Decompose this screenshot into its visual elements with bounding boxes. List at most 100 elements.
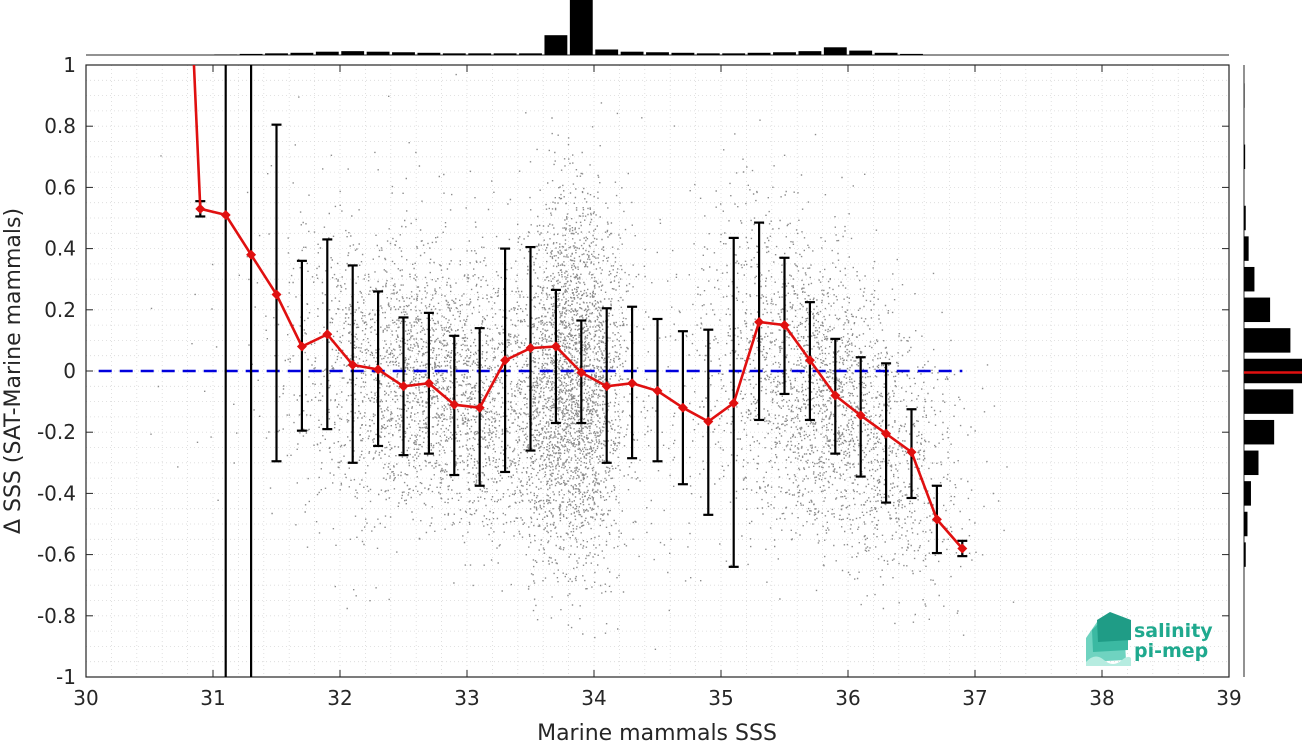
x-tick-label: 36 <box>835 686 860 710</box>
mean-marker <box>804 355 815 366</box>
right-histogram-bar <box>1244 542 1246 567</box>
wave-logo-icon <box>1086 612 1131 666</box>
mean-marker <box>449 399 460 410</box>
right-histogram-bar <box>1244 419 1275 445</box>
y-tick-label: 0.6 <box>44 175 76 199</box>
top-histogram-bar <box>290 52 314 55</box>
mean-marker <box>677 402 688 413</box>
mean-marker <box>398 381 409 392</box>
top-histogram-bar <box>900 53 923 55</box>
right-histogram-bar <box>1244 205 1246 231</box>
right-histogram-bar <box>1244 511 1248 537</box>
mean-marker <box>703 416 714 427</box>
y-tick-label: -0.4 <box>37 481 76 505</box>
top-histogram-bar <box>747 52 771 55</box>
right-histogram-bar <box>1244 83 1245 108</box>
top-histogram-bar <box>468 53 492 55</box>
right-histogram <box>1244 83 1302 567</box>
mean-marker <box>500 355 511 366</box>
mean-marker <box>474 402 485 413</box>
y-axis-label: Δ SSS (SAT-Marine mammals) <box>1 208 26 534</box>
top-histogram-bar <box>620 51 644 55</box>
mean-marker <box>347 359 358 370</box>
mean-marker <box>525 343 536 354</box>
top-histogram-bar <box>696 53 720 55</box>
right-histogram-bar <box>1244 266 1255 292</box>
right-histogram-bar <box>1244 144 1246 170</box>
x-tick-label: 33 <box>454 686 479 710</box>
top-histogram-bar <box>595 49 619 55</box>
mean-marker <box>881 428 892 439</box>
mean-marker <box>576 367 587 378</box>
top-histogram <box>86 0 1229 56</box>
top-histogram-bar <box>366 51 390 55</box>
top-histogram-bar <box>849 50 873 55</box>
top-histogram-bar <box>392 52 415 55</box>
mean-marker <box>652 385 663 396</box>
right-histogram-bar <box>1244 389 1294 414</box>
mean-markers <box>195 203 968 554</box>
right-histogram-bar <box>1244 358 1302 384</box>
tick-labels: 30 31 32 33 34 35 36 37 38 39 1 0.8 0.6 0.4 0.2 0 -0.2 -0… <box>37 53 1242 710</box>
mean-marker <box>246 249 257 260</box>
y-tick-label: 0 <box>63 359 76 383</box>
x-tick-label: 32 <box>327 686 352 710</box>
mean-marker <box>728 398 739 409</box>
y-tick-label: 0.4 <box>44 237 76 261</box>
y-tick-label: -0.2 <box>37 420 76 444</box>
mean-marker <box>855 410 866 421</box>
top-histogram-bar <box>214 54 238 55</box>
top-histogram-bar <box>671 52 695 55</box>
top-histogram-bar <box>519 53 542 55</box>
right-histogram-bar <box>1244 328 1291 353</box>
minor-grid <box>86 65 1229 677</box>
mean-marker <box>830 390 841 401</box>
mean-marker <box>271 289 282 300</box>
mean-marker <box>931 514 942 525</box>
mean-marker <box>957 543 968 554</box>
x-tick-label: 30 <box>73 686 98 710</box>
x-tick-label: 38 <box>1089 686 1114 710</box>
mean-marker <box>627 378 638 389</box>
top-histogram-bar <box>722 53 746 55</box>
salinity-pimep-logo: salinity pi-mep <box>1086 612 1213 666</box>
x-axis-label: Marine mammals SSS <box>537 721 777 742</box>
top-histogram-bar <box>544 35 568 55</box>
mean-marker <box>195 203 206 214</box>
top-histogram-bar <box>798 51 822 55</box>
top-histogram-bar <box>341 51 365 55</box>
x-tick-label: 37 <box>962 686 987 710</box>
top-histogram-bar <box>265 53 288 55</box>
x-tick-label: 34 <box>581 686 606 710</box>
mean-marker <box>601 381 612 392</box>
mean-marker <box>754 317 765 328</box>
y-tick-label: 0.2 <box>44 298 76 322</box>
top-histogram-bar <box>442 53 466 55</box>
mean-marker <box>296 341 307 352</box>
mean-marker <box>423 378 434 389</box>
y-tick-label: -0.8 <box>37 604 76 628</box>
right-histogram-bar <box>1244 481 1251 506</box>
mean-curve <box>192 64 964 550</box>
x-tick-label: 35 <box>708 686 733 710</box>
top-histogram-bar <box>493 53 517 55</box>
top-histogram-bar <box>874 52 898 55</box>
mean-marker <box>779 320 790 331</box>
y-tick-label: 0.8 <box>44 114 76 138</box>
axis-ticks <box>85 64 1230 678</box>
logo-line1: salinity <box>1134 620 1213 642</box>
top-histogram-bar <box>646 52 669 55</box>
logo-line2: pi-mep <box>1134 640 1208 662</box>
y-tick-label: -0.6 <box>37 543 76 567</box>
y-tick-label: 1 <box>63 53 76 77</box>
x-tick-label: 31 <box>200 686 225 710</box>
right-histogram-bar <box>1244 450 1259 476</box>
top-histogram-bar <box>417 52 441 55</box>
mean-marker <box>220 209 231 220</box>
mean-marker <box>322 329 333 340</box>
right-histogram-bar <box>1244 236 1249 261</box>
top-histogram-bar <box>773 52 796 55</box>
top-histogram-bar <box>569 0 593 55</box>
mean-marker <box>373 364 384 375</box>
top-histogram-bar <box>315 51 339 55</box>
